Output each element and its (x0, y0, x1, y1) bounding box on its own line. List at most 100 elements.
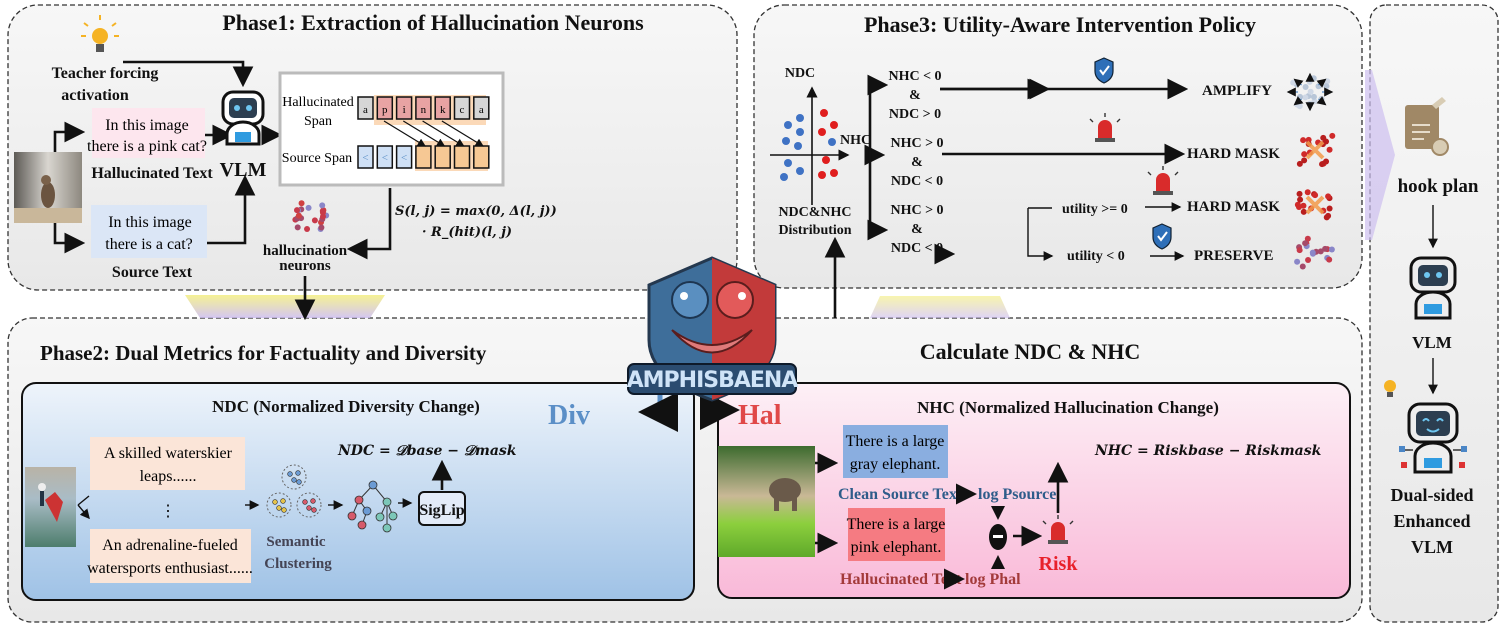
cluster-node (295, 470, 301, 476)
amphisbaena-logo: AMPHISBAENA (627, 256, 799, 402)
neuron-dot (1301, 151, 1308, 158)
neuron-dot (1309, 249, 1316, 256)
hallucination-neurons-label: neurons (279, 258, 331, 274)
cluster-node (296, 479, 302, 485)
lightbulb-icon (1384, 380, 1396, 397)
hal-token-text: p (382, 104, 388, 116)
hallucination-neurons-icon (292, 200, 330, 233)
tree-node (368, 480, 378, 490)
hal-tag: Hal (738, 400, 782, 431)
source-text: there is a cat? (105, 236, 193, 253)
neuron-dot (1325, 212, 1332, 219)
hal-token-text: n (421, 104, 427, 116)
action-amplify: AMPLIFY (1202, 83, 1272, 99)
caption-box (90, 437, 245, 490)
neuron-dot (1312, 192, 1319, 199)
vlm-label: VLM (220, 159, 267, 181)
tree-icon (347, 480, 398, 533)
neuron-dot (1304, 235, 1311, 242)
clustering-label: Clustering (264, 556, 332, 572)
branch-arrow (867, 74, 889, 230)
neuron-dot (1300, 137, 1307, 144)
rule-condition: NHC > 0 (890, 136, 943, 151)
rule-condition: NDC < 0 (891, 241, 943, 256)
cluster-node (306, 505, 312, 511)
flow-glow (1365, 70, 1395, 240)
phase3-title: Phase3: Utility-Aware Intervention Polic… (864, 12, 1256, 37)
ndc-dot (796, 167, 804, 175)
clustering-label: Semantic (266, 534, 326, 550)
rule-condition: & (911, 155, 923, 170)
caption-box (90, 529, 251, 583)
neuron-dot (1326, 146, 1333, 153)
hal-token (434, 96, 451, 120)
cluster-node (310, 498, 316, 504)
source-text-label: Source Text (112, 264, 193, 281)
cluster-node (276, 505, 282, 511)
neuron-dot (305, 204, 312, 211)
vlm-label: VLM (1412, 333, 1452, 352)
neuron-dot (1296, 190, 1303, 197)
neuron-dot (1325, 193, 1332, 200)
score-formula: S(l, j) = max(0, Δ(l, j)) (395, 204, 557, 219)
neuron-dot (1302, 83, 1309, 90)
ndc-dot (794, 142, 802, 150)
neuron-dot (1301, 157, 1308, 164)
action-hard-mask: HARD MASK (1187, 146, 1280, 162)
source-text-box (91, 205, 207, 258)
hallucinated-text-label: Hallucinated Text (91, 165, 213, 182)
distribution-label: Distribution (778, 223, 851, 238)
alignment-arrow (441, 120, 484, 147)
cat-image (14, 152, 82, 223)
tree-node (375, 512, 385, 522)
semantic-clustering-icon (266, 464, 322, 518)
phase2-title: Phase2: Dual Metrics for Factuality and … (40, 341, 487, 365)
utility-condition: utility < 0 (1067, 249, 1125, 264)
ndc-formula: NDC = 𝒟base − 𝒟mask (337, 443, 517, 459)
src-token (376, 145, 394, 169)
arrow (123, 60, 254, 88)
hook-plan-label: hook plan (1398, 176, 1479, 197)
neuron-dot (311, 217, 318, 224)
neuron-dot (1305, 136, 1312, 143)
flow-glow (185, 295, 385, 318)
minus-icon (989, 524, 1007, 550)
cluster-ring (281, 464, 307, 490)
neuron-dot (1328, 246, 1335, 253)
neuron-dot (1297, 93, 1304, 100)
src-token-text: < (401, 152, 407, 164)
siglip-label: SigLip (419, 502, 464, 519)
neuron-dot (294, 207, 301, 214)
hal-token-text: k (440, 104, 446, 116)
cluster-node (281, 507, 287, 513)
neuron-dot (319, 208, 326, 215)
src-token (357, 145, 374, 169)
neuron-dot (304, 225, 311, 232)
nhc-dot (820, 109, 828, 117)
cluster-node (272, 499, 278, 505)
hal-token (453, 96, 471, 120)
arrow (77, 495, 89, 518)
shield-check-icon (1094, 57, 1114, 84)
teacher-forcing-label: activation (61, 87, 129, 104)
neuron-dot (1323, 83, 1330, 90)
enhanced-robot-icon (1399, 402, 1467, 474)
hook-plan-icon (1405, 97, 1449, 156)
risk-label: Risk (1039, 553, 1079, 575)
neuron-dot (1305, 256, 1312, 263)
source-span-label: Source Span (282, 151, 352, 166)
hal-token-text: a (479, 104, 484, 116)
amplify-arrow (1316, 78, 1327, 88)
enhanced-vlm-label: Enhanced (1393, 511, 1470, 531)
neuron-dot (319, 202, 326, 209)
phase1-title: Phase1: Extraction of Hallucination Neur… (222, 10, 644, 35)
tree-node (382, 523, 392, 533)
neuron-dot (1304, 189, 1311, 196)
caption-text: An adrenaline-fueled (102, 537, 237, 554)
tree-node (362, 506, 372, 516)
source-text: In this image (108, 214, 192, 231)
neuron-dot (1329, 132, 1336, 139)
neuron-dot (1296, 103, 1303, 110)
token-spans: a p i n k c a < < < (357, 95, 490, 171)
hal-token (357, 96, 374, 120)
